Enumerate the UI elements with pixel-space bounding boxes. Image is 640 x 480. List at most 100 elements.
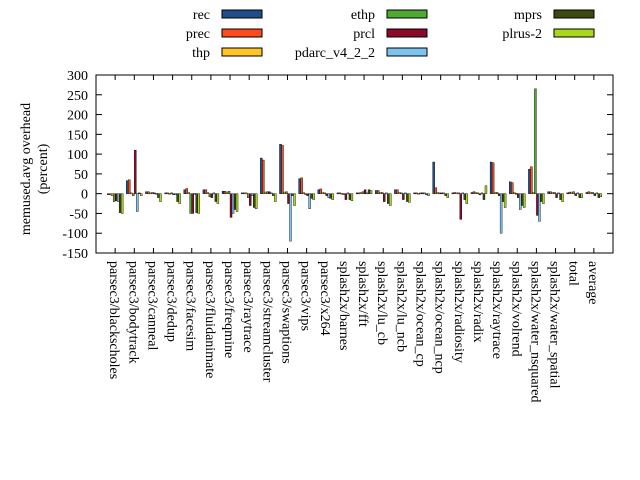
bar <box>272 193 275 196</box>
x-tick-label: splash2x/ocean_ncp <box>432 261 447 374</box>
bar <box>346 192 350 195</box>
bar <box>377 190 380 194</box>
bar <box>547 191 550 194</box>
bar <box>455 192 459 195</box>
bar <box>528 168 531 194</box>
bar <box>357 192 361 195</box>
bar <box>549 191 552 194</box>
bar <box>387 193 390 204</box>
bar <box>568 191 571 194</box>
bar <box>446 193 449 198</box>
bar <box>248 193 252 206</box>
bar <box>300 177 303 194</box>
bar <box>208 193 212 198</box>
x-tick-label: splash2x/raytrace <box>489 261 504 359</box>
bar <box>214 193 218 202</box>
bar <box>521 193 524 206</box>
x-tick-label: splash2x/lu_ncb <box>393 261 408 352</box>
y-tick-label: 100 <box>67 148 88 163</box>
bar <box>511 182 514 194</box>
bar <box>206 192 210 194</box>
bar <box>283 191 286 194</box>
bar <box>517 193 520 198</box>
bar <box>340 193 344 195</box>
x-tick-label: parsec3/dedup <box>164 261 179 342</box>
bar <box>114 193 118 201</box>
chart-legend: rec prec thp ethp prcl pdarc_v4_2_2 mprs plrus-… <box>186 8 595 61</box>
bar <box>183 189 186 194</box>
bar <box>513 192 516 194</box>
bar <box>170 192 173 195</box>
bar <box>497 193 501 196</box>
y-tick-label: -100 <box>62 227 88 242</box>
bar <box>342 193 346 195</box>
bar <box>325 193 328 196</box>
x-axis-tick-labels: parsec3/blackscholes parsec3/bodytrack par… <box>106 261 600 403</box>
bar <box>151 192 154 194</box>
legend-swatch <box>221 9 263 19</box>
x-tick-label: parsec3/x264 <box>317 261 332 336</box>
bar <box>319 188 322 194</box>
bar <box>262 159 265 194</box>
bar <box>229 193 233 218</box>
x-tick-label: splash2x/ocean_cp <box>413 261 428 367</box>
bar <box>597 193 601 198</box>
bar <box>355 192 359 195</box>
bar <box>423 192 426 195</box>
bar <box>281 145 284 194</box>
bar <box>591 192 595 194</box>
bar <box>306 193 309 196</box>
y-axis-label-line: memused.avg overhead <box>19 103 34 235</box>
bar <box>509 181 512 194</box>
bar <box>379 192 382 194</box>
bar <box>501 193 505 202</box>
bar <box>336 192 340 195</box>
bar <box>381 192 384 194</box>
bar <box>246 193 250 198</box>
bar <box>204 189 208 194</box>
bar <box>155 193 158 195</box>
x-tick-label: parsec3/fluidanimate <box>202 261 217 378</box>
bar <box>555 193 558 198</box>
bar <box>250 193 254 196</box>
bar <box>270 192 273 195</box>
bar <box>231 193 235 214</box>
bar <box>491 162 495 194</box>
y-tick-label: 200 <box>67 109 88 124</box>
bar <box>359 192 363 194</box>
x-tick-label: parsec3/blackscholes <box>106 261 121 379</box>
bar <box>140 193 143 196</box>
bar <box>540 193 543 202</box>
bar <box>394 189 397 194</box>
bar <box>557 192 560 195</box>
legend-label: ethp <box>351 8 375 23</box>
bar <box>574 193 577 196</box>
bar <box>515 193 518 195</box>
bar <box>503 193 507 208</box>
bar <box>128 179 131 194</box>
bar <box>474 192 478 194</box>
y-axis-label: memused.avg overhead (percent) <box>19 103 51 235</box>
bar <box>187 192 190 194</box>
bar <box>108 193 112 196</box>
bar <box>595 192 599 195</box>
x-tick-label: parsec3/vips <box>298 261 313 331</box>
bar <box>252 193 256 208</box>
legend-swatch <box>386 9 428 19</box>
bar <box>260 157 263 194</box>
bar <box>572 191 575 194</box>
bar <box>432 161 435 194</box>
bar <box>289 193 292 242</box>
bar <box>434 187 437 194</box>
bar <box>484 185 488 194</box>
bar <box>461 192 465 195</box>
bar <box>168 193 171 195</box>
bar <box>444 193 447 196</box>
bar <box>451 192 455 195</box>
bar <box>317 189 320 194</box>
bar <box>482 193 486 200</box>
bar <box>176 193 179 202</box>
bar <box>536 193 539 216</box>
bar <box>308 193 311 209</box>
y-tick-label: 0 <box>81 188 88 203</box>
